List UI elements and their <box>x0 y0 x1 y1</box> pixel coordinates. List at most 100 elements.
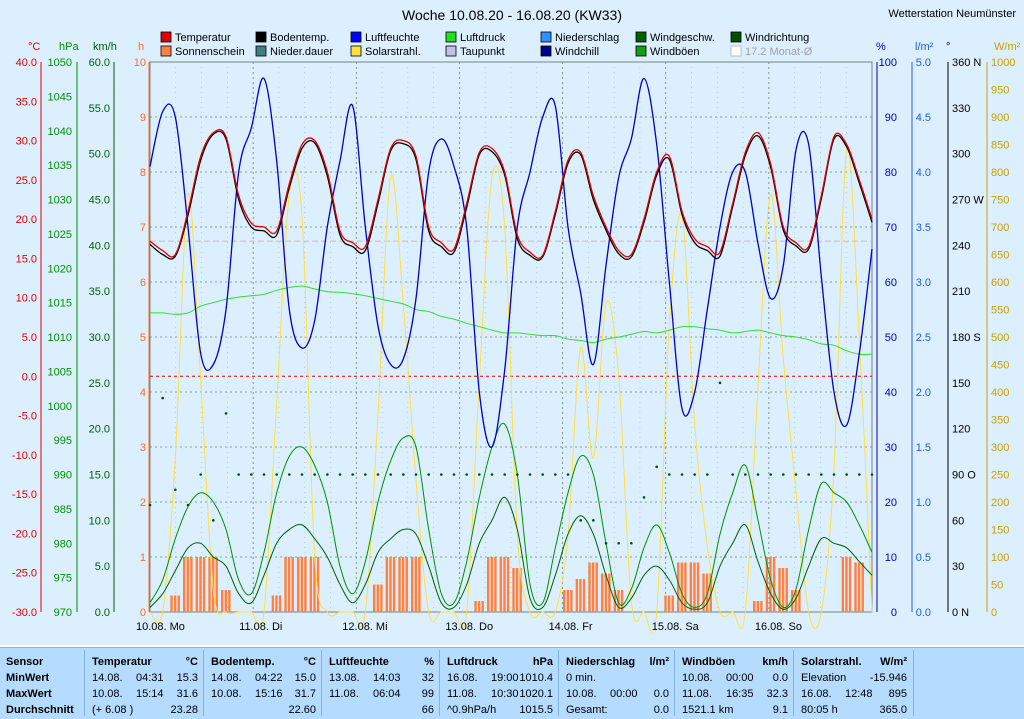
wind-direction-point <box>148 503 152 507</box>
stats-date: 11.08. <box>447 688 477 700</box>
stats-time: 12:48 <box>845 688 873 700</box>
stats-date: 1521.1 km <box>682 704 734 716</box>
stats-column-title: Niederschlag <box>566 656 636 668</box>
series-line-windgeschw <box>149 496 873 611</box>
stats-date: (+ 6.08 ) <box>92 704 134 716</box>
tick-label-wind: 20.0 <box>89 424 110 436</box>
sunshine-bar <box>304 557 307 612</box>
stats-column: Luftdruck hPa 16.08. 19:00 1010.4 11.08. 10:30… <box>441 648 559 719</box>
wind-direction-point <box>870 473 874 476</box>
sunshine-bar <box>591 562 595 612</box>
stats-row-labels: Sensor MinWert MaxWert Durchschnitt <box>0 648 85 719</box>
sunshine-bar <box>693 562 696 612</box>
tick-label-rain: 1.0 <box>916 497 931 509</box>
chart-marks <box>148 77 874 634</box>
stats-date: 10.08. <box>566 688 597 700</box>
sunshine-bar <box>769 557 772 612</box>
wind-direction-point <box>718 381 722 385</box>
tick-label-pressure: 980 <box>54 538 72 550</box>
sunshine-bar <box>519 568 522 612</box>
legend-swatch <box>540 31 552 43</box>
day-label: 16.08. So <box>755 621 802 633</box>
sunshine-bar <box>170 595 173 612</box>
tick-label-direction: 240 <box>952 240 970 252</box>
series-line-windben <box>149 422 873 609</box>
tick-label-solar: 150 <box>991 525 1009 537</box>
tick-label-direction: 180 S <box>952 332 981 344</box>
sunshine-bar <box>221 590 224 612</box>
wind-direction-point <box>465 473 468 476</box>
stats-min-row: 13.08. 14:03 32 <box>329 672 434 686</box>
axis-unit-rain: l/m² <box>915 41 934 53</box>
tick-label-wind: 10.0 <box>89 515 110 527</box>
series-line-temperatur <box>149 128 873 259</box>
stats-column-unit: °C <box>185 656 198 668</box>
tick-label-sunhours: 2 <box>140 497 146 509</box>
day-label: 10.08. Mo <box>136 621 185 633</box>
stats-value: 15.0 <box>294 672 316 684</box>
legend-label: Solarstrahl. <box>365 46 421 58</box>
stats-column-title: Bodentemp. <box>211 656 275 668</box>
sunshine-bar <box>848 557 852 612</box>
sunshine-bar <box>186 557 189 612</box>
sunshine-bar <box>373 584 376 612</box>
tick-label-temp: 25.0 <box>16 175 37 187</box>
tick-label-wind: 60.0 <box>89 57 110 69</box>
tick-label-temp: 5.0 <box>22 332 37 344</box>
tick-label-solar: 650 <box>991 250 1009 262</box>
sunshine-bar <box>595 562 598 612</box>
legend-label: Taupunkt <box>460 46 505 58</box>
sunshine-bar <box>215 557 218 612</box>
day-label: 11.08. Di <box>239 621 282 633</box>
tick-label-temp: -10.0 <box>12 450 37 462</box>
x-axis-labels: 10.08. Mo 11.08. Di 12.08. Mi 13.08. Do 14.0… <box>136 621 802 633</box>
sunshine-bar <box>756 601 759 612</box>
tick-label-direction: 330 <box>952 103 970 115</box>
stats-label-avg: Durchschnitt <box>6 704 74 716</box>
sunshine-bar <box>177 595 180 612</box>
tick-label-solar: 750 <box>991 195 1009 207</box>
wind-direction-point <box>326 473 329 476</box>
tick-label-wind: 40.0 <box>89 240 110 252</box>
tick-label-direction: 360 N <box>952 57 981 69</box>
wind-direction-point <box>604 541 608 545</box>
tick-label-solar: 550 <box>991 305 1009 317</box>
sunshine-bar <box>760 601 763 612</box>
stats-column: Windböen km/h 10.08. 00:00 0.0 11.08. 16:35 32.… <box>676 648 794 719</box>
tick-label-pressure: 1030 <box>48 195 72 207</box>
sunshine-bar <box>575 579 579 612</box>
chart-title: Woche 10.08.20 - 16.08.20 (KW33) <box>402 7 622 23</box>
stats-separator <box>84 650 85 716</box>
wind-direction-point <box>592 519 595 522</box>
axis-unit-pressure: hPa <box>59 41 79 53</box>
tick-label-temp: -30.0 <box>12 607 37 619</box>
stats-column: Bodentemp. °C 14.08. 04:22 15.0 10.08. 15:16 31… <box>205 648 322 719</box>
stats-column-title: Luftdruck <box>447 656 498 668</box>
tick-label-direction: 0 N <box>952 607 969 619</box>
stats-date: 80:05 h <box>801 704 838 716</box>
stats-label-min: MinWert <box>6 672 50 684</box>
sunshine-bar <box>183 557 186 612</box>
stats-separator <box>321 650 322 716</box>
stats-time: 04:22 <box>255 672 283 684</box>
stats-avg-row: Gesamt: 0.0 <box>566 704 669 718</box>
stats-separator <box>558 650 559 716</box>
stats-separator <box>439 650 440 716</box>
wind-direction-point <box>364 473 367 476</box>
wind-direction-point <box>503 473 506 476</box>
wind-direction-point <box>566 473 570 476</box>
legend-label: Windböen <box>650 46 700 58</box>
stats-value: 66 <box>421 704 434 716</box>
tick-label-wind: 45.0 <box>89 195 110 207</box>
tick-label-pressure: 970 <box>54 607 72 619</box>
tick-label-humidity: 90 <box>885 112 897 124</box>
tick-label-humidity: 10 <box>885 552 897 564</box>
tick-label-solar: 400 <box>991 387 1009 399</box>
stats-max-row: 11.08. 10:30 1020.1 <box>447 688 553 702</box>
legend-label: Luftdruck <box>460 32 506 44</box>
stats-date: 16.08. <box>801 688 832 700</box>
sunshine-bar <box>667 595 671 612</box>
stats-max-row: 16.08. 12:48 895 <box>801 688 907 702</box>
tick-label-pressure: 1015 <box>48 298 72 310</box>
sunshine-bar <box>316 557 320 612</box>
